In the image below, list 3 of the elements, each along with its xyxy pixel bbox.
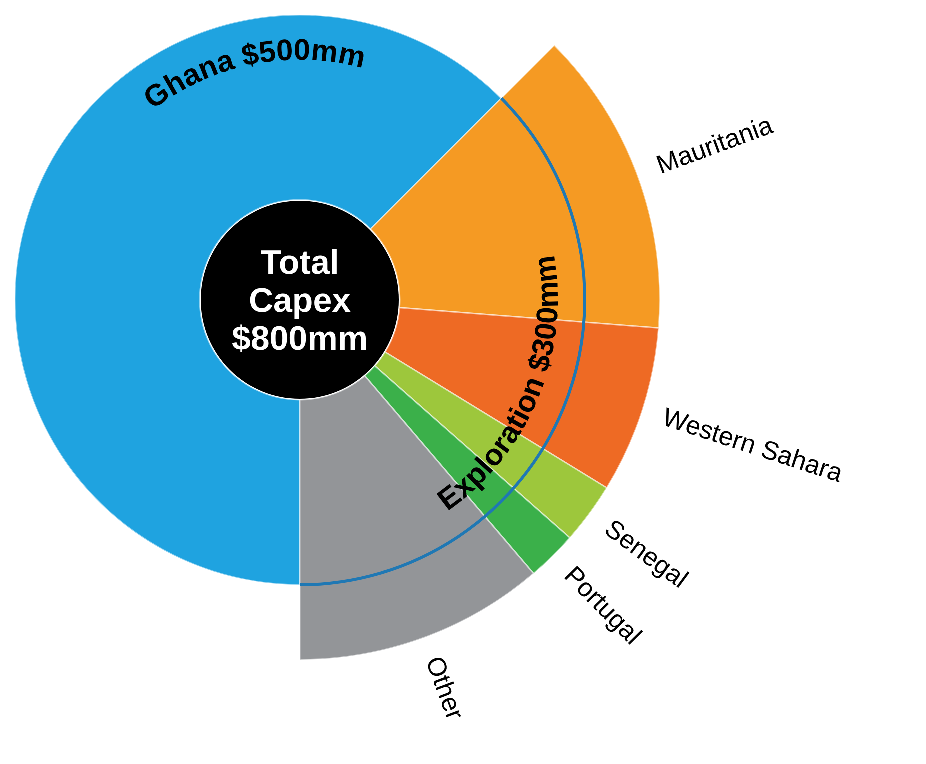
text: Total Capex $800mm xyxy=(232,244,368,358)
slice-label: Ghana $500mm xyxy=(138,34,369,116)
slice-label: Other xyxy=(420,652,471,724)
